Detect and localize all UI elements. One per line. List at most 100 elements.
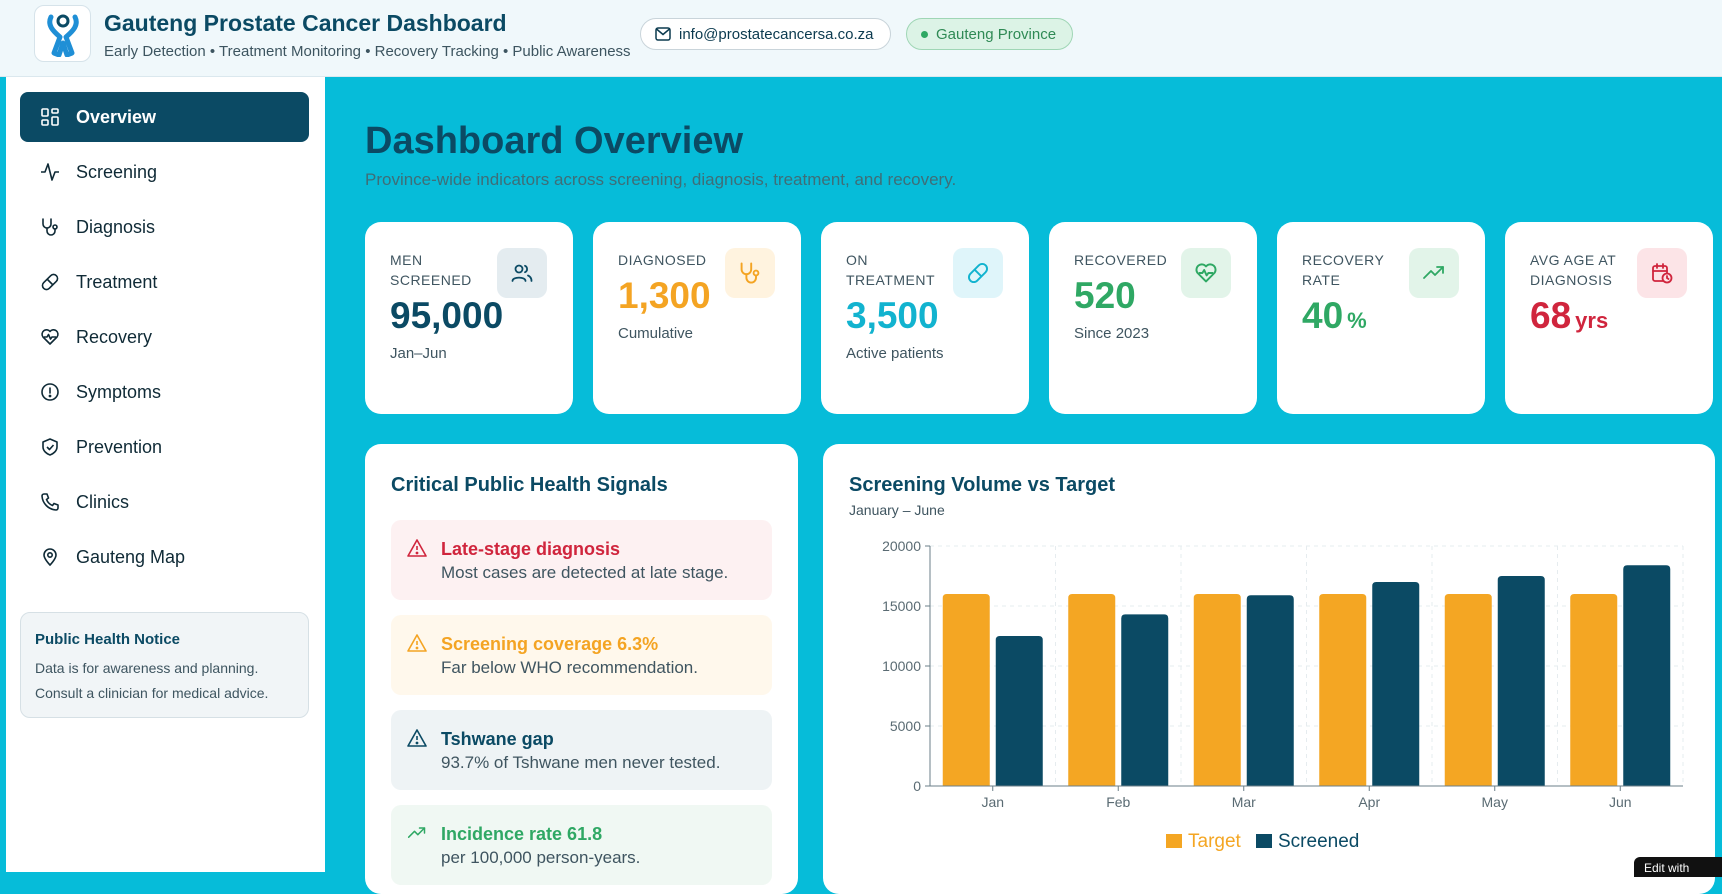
sidebar-item-label: Prevention — [76, 436, 163, 457]
bar-screened-jun — [1623, 565, 1671, 786]
y-tick-label: 15000 — [882, 598, 921, 614]
bar-target-apr — [1319, 594, 1367, 786]
ribbon-icon — [46, 14, 79, 57]
phone-icon — [41, 493, 59, 511]
notice-text-line2: Consult a clinician for medical advice. — [35, 685, 269, 701]
notice-text-line1: Data is for awareness and planning. — [35, 660, 259, 676]
y-tick-label: 5000 — [890, 718, 921, 734]
public-health-notice: Public Health Notice Data is for awarene… — [20, 612, 309, 718]
sidebar-item-treatment[interactable]: Treatment — [20, 257, 309, 307]
province-badge: Gauteng Province — [906, 18, 1074, 50]
stat-card-men-screened: Men Screened 95,000 Jan–Jun — [365, 222, 573, 414]
bar-screened-apr — [1372, 582, 1420, 786]
shield-check-icon — [42, 438, 58, 456]
sidebar-item-label: Clinics — [76, 491, 130, 512]
map-pin-icon — [43, 548, 57, 567]
signal-title: Screening coverage 6.3% — [441, 634, 659, 654]
app-subtitle: Early Detection • Treatment Monitoring •… — [104, 43, 631, 60]
activity-icon — [41, 163, 59, 181]
stat-card-diagnosed: Diagnosed 1,300 Cumulative — [593, 222, 801, 414]
stat-label: Recovery Rate — [1302, 252, 1385, 288]
sidebar-item-gauteng-map[interactable]: Gauteng Map — [20, 532, 309, 582]
signal-title: Late-stage diagnosis — [441, 539, 621, 559]
page-subtitle: Province-wide indicators across screenin… — [365, 170, 957, 189]
legend-swatch-target — [1166, 834, 1182, 848]
signal-text: Most cases are detected at late stage. — [441, 563, 729, 582]
chart-subtitle: January – June — [849, 502, 945, 518]
stat-value: 3,500 — [846, 295, 939, 336]
ribbon-logo[interactable] — [34, 5, 91, 62]
stat-card-on-treatment: On Treatment 3,500 Active patients — [821, 222, 1029, 414]
screening-chart-card: 0 5000 10000 15000 20000 Jan Feb Mar Apr May Jun Ta… — [823, 444, 1715, 894]
legend-label-screened: Screened — [1278, 831, 1359, 852]
signal-incidence-rate: Incidence rate 61.8 per 100,000 person-y… — [391, 805, 772, 885]
calendar-clock-icon — [1637, 248, 1687, 298]
stat-card-recovered: Recovered 520 Since 2023 — [1049, 222, 1257, 414]
bar-target-may — [1444, 594, 1492, 786]
sidebar-item-screening[interactable]: Screening — [20, 147, 309, 197]
public-health-signals-card: Critical Public Health Signals Late-stag… — [365, 444, 798, 894]
signal-text: per 100,000 person-years. — [441, 848, 641, 867]
legend-swatch-screened — [1256, 834, 1272, 848]
alert-triangle-icon — [407, 539, 427, 557]
sidebar-item-prevention[interactable]: Prevention — [20, 422, 309, 472]
signals-title: Critical Public Health Signals — [391, 474, 668, 496]
stat-card-avg-age: Avg Age at Diagnosis 68 yrs — [1505, 222, 1713, 414]
trending-up-icon — [1409, 248, 1459, 298]
sidebar-item-symptoms[interactable]: Symptoms — [20, 367, 309, 417]
sidebar-item-label: Symptoms — [76, 381, 162, 402]
signal-screening-coverage: Screening coverage 6.3% Far below WHO re… — [391, 615, 772, 695]
bar-target-mar — [1193, 594, 1241, 786]
stat-sub: Active patients — [846, 345, 944, 362]
pill-icon — [953, 248, 1003, 298]
stat-value: 68 yrs — [1530, 295, 1609, 336]
y-tick-label: 20000 — [882, 538, 921, 554]
alert-triangle-icon — [407, 634, 427, 652]
users-icon — [497, 248, 547, 298]
mail-icon — [655, 27, 671, 41]
stat-label: Diagnosed — [618, 252, 707, 268]
stethoscope-icon — [725, 248, 775, 298]
app-header: Gauteng Prostate Cancer Dashboard Early … — [0, 0, 1722, 77]
sidebar-item-label: Treatment — [76, 271, 158, 292]
bar-screened-jan — [995, 636, 1043, 786]
sidebar-item-recovery[interactable]: Recovery — [20, 312, 309, 362]
chart-title: Screening Volume vs Target — [849, 474, 1116, 496]
y-tick-label: 0 — [913, 778, 921, 794]
sidebar-item-label: Gauteng Map — [76, 546, 186, 567]
app-title: Gauteng Prostate Cancer Dashboard — [104, 10, 507, 36]
stat-sub: Jan–Jun — [390, 345, 447, 362]
stat-label: On Treatment — [846, 252, 936, 288]
trending-up-icon — [407, 827, 426, 838]
edit-with-badge[interactable]: Edit with — [1634, 857, 1722, 877]
sidebar-item-label: Diagnosis — [76, 216, 156, 237]
x-tick-label: Jun — [1609, 794, 1632, 810]
sidebar-item-diagnosis[interactable]: Diagnosis — [20, 202, 309, 252]
sidebar: Overview Screening Diagnosis Treatment R… — [6, 77, 325, 872]
stat-card-recovery-rate: Recovery Rate 40% — [1277, 222, 1485, 414]
sidebar-item-overview[interactable]: Overview — [20, 92, 309, 142]
signal-title: Incidence rate 61.8 — [441, 824, 603, 844]
signal-late-stage: Late-stage diagnosis Most cases are dete… — [391, 520, 772, 600]
sidebar-item-label: Screening — [76, 161, 158, 182]
legend-label-target: Target — [1188, 831, 1242, 852]
email-contact-button[interactable]: info@prostatecancersa.co.za — [640, 18, 891, 50]
bar-screened-may — [1497, 576, 1545, 786]
alert-circle-icon — [41, 383, 59, 401]
signal-title: Tshwane gap — [441, 729, 554, 749]
screening-bar-chart: 0 5000 10000 15000 20000 Jan Feb Mar Apr May Jun Ta… — [882, 538, 1684, 852]
stat-value: 95,000 — [390, 295, 504, 336]
stat-sub: Cumulative — [618, 325, 694, 342]
stat-label: Avg Age at Diagnosis — [1530, 252, 1616, 288]
x-tick-label: Apr — [1358, 794, 1380, 810]
signal-text: Far below WHO recommendation. — [441, 658, 698, 677]
sidebar-item-clinics[interactable]: Clinics — [20, 477, 309, 527]
bar-screened-mar — [1246, 595, 1294, 786]
status-dot-icon — [921, 30, 928, 38]
alert-triangle-icon — [407, 729, 427, 747]
stat-label: Men Screened — [390, 252, 472, 288]
stat-value: 520 — [1074, 275, 1136, 316]
stat-value: 40% — [1302, 295, 1367, 336]
stethoscope-icon — [42, 218, 58, 236]
signal-text: 93.7% of Tshwane men never tested. — [441, 753, 721, 772]
